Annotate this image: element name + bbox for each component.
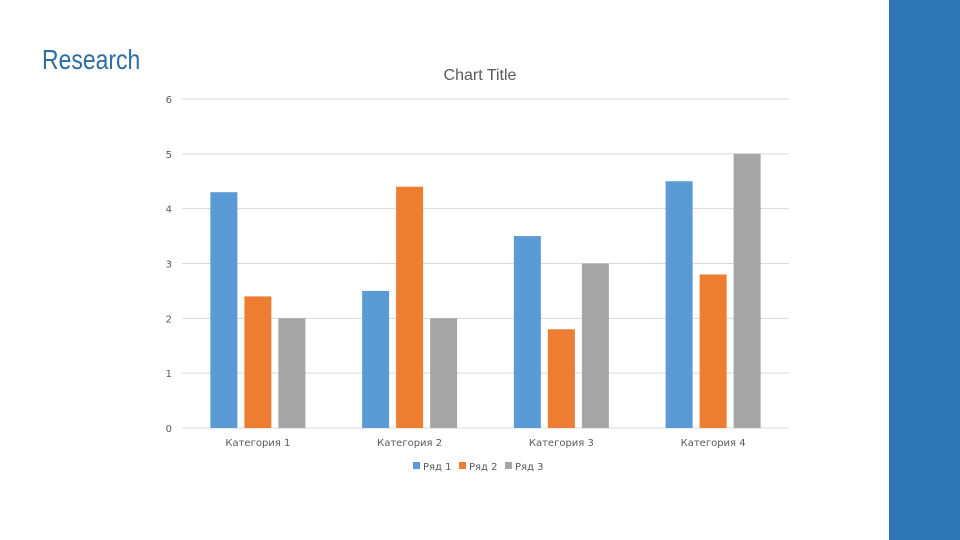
bar-series1-category2 [362,290,390,428]
y-tick-label: 5 [166,150,172,161]
bar-series2-category1 [244,296,272,428]
slide-accent-bar [889,0,960,540]
y-tick-label: 3 [166,260,172,271]
x-category-label: Категория 3 [529,438,594,449]
bar-series3-category4 [733,153,761,429]
legend-label: Ряд 1 [423,462,452,473]
x-category-label: Категория 1 [225,438,290,449]
y-tick-label: 2 [166,314,172,325]
x-category-label: Категория 4 [681,438,746,449]
bar-series1-category3 [513,236,541,428]
y-tick-label: 1 [166,369,172,380]
legend-label: Ряд 3 [515,462,544,473]
gridlines [182,98,789,429]
legend-label: Ряд 2 [469,462,498,473]
x-category-label: Категория 2 [377,438,442,449]
y-tick-label: 0 [166,424,172,435]
y-tick-label: 4 [166,205,172,216]
chart-title: Chart Title [444,67,517,84]
bar-series3-category3 [581,263,609,428]
legend-swatch-series3 [505,462,512,469]
bar-series3-category1 [278,318,306,428]
bar-series1-category1 [210,192,238,428]
slide-title: Research [42,44,141,75]
x-axis-categories: Категория 1 Категория 2 Категория 3 Категор… [225,438,745,449]
legend-swatch-series2 [459,462,466,469]
bar-series1-category4 [665,181,693,428]
y-tick-label: 6 [166,95,172,106]
bar-series2-category2 [396,186,424,428]
bar-series2-category4 [699,274,727,428]
legend-swatch-series1 [413,462,420,469]
bars [210,153,761,429]
legend: Ряд 1 Ряд 2 Ряд 3 [413,462,544,473]
bar-series3-category2 [430,318,458,428]
bar-series2-category3 [547,329,575,428]
y-axis-ticks: 0 1 2 3 4 5 6 [166,95,172,435]
